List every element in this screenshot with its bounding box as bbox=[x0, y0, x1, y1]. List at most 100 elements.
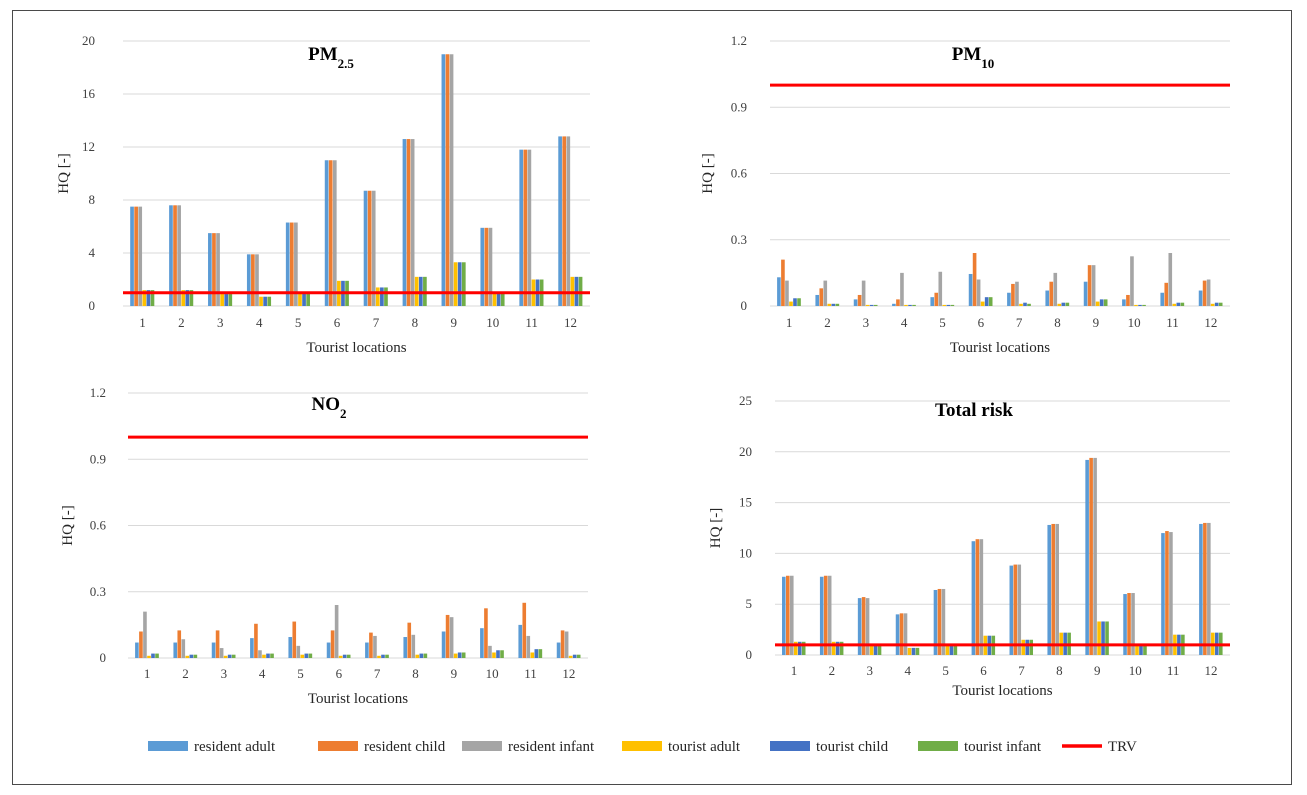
bar-tourist-child bbox=[797, 641, 802, 655]
bar-resident-infant bbox=[143, 611, 147, 659]
y-tick-label: 0.9 bbox=[731, 99, 747, 114]
bar-tourist-infant bbox=[988, 297, 993, 306]
bar-resident-child bbox=[781, 259, 785, 307]
bar-tourist-child bbox=[1025, 639, 1030, 655]
bar-resident-child bbox=[522, 602, 527, 658]
bar-resident-infant bbox=[411, 634, 416, 658]
bar-resident-child bbox=[1202, 280, 1207, 306]
bar-resident-infant bbox=[1130, 256, 1134, 306]
bar-resident-adult bbox=[777, 277, 781, 306]
bar-tourist-infant bbox=[1027, 303, 1031, 306]
bar-tourist-child bbox=[869, 304, 874, 306]
x-tick-label: 9 bbox=[1093, 315, 1100, 330]
bar-resident-adult bbox=[519, 149, 524, 306]
bar-resident-child bbox=[972, 253, 977, 306]
panel-title-subscript: 10 bbox=[981, 56, 994, 71]
bar-tourist-child bbox=[189, 654, 194, 658]
bar-resident-adult bbox=[169, 205, 173, 306]
bar-resident-infant bbox=[1093, 457, 1097, 655]
x-tick-label: 11 bbox=[525, 315, 538, 330]
x-tick-label: 12 bbox=[562, 666, 575, 681]
bar-tourist-child bbox=[1061, 302, 1066, 306]
bar-tourist-child bbox=[381, 654, 385, 658]
bar-tourist-child bbox=[1139, 644, 1143, 655]
bar-resident-child bbox=[254, 623, 258, 658]
x-tick-label: 1 bbox=[786, 315, 793, 330]
bar-resident-infant bbox=[1053, 272, 1058, 307]
bar-tourist-adult bbox=[1021, 639, 1026, 655]
x-tick-label: 4 bbox=[256, 315, 263, 330]
bar-resident-infant bbox=[334, 605, 339, 658]
bar-tourist-adult bbox=[1172, 303, 1177, 306]
bar-tourist-child bbox=[946, 304, 951, 306]
bar-resident-child bbox=[328, 160, 333, 306]
bar-tourist-child bbox=[1023, 302, 1027, 306]
bar-tourist-adult bbox=[147, 655, 151, 658]
bar-tourist-child bbox=[984, 297, 989, 306]
bar-resident-infant bbox=[449, 617, 454, 658]
bar-resident-infant bbox=[138, 206, 143, 307]
bar-resident-adult bbox=[326, 642, 331, 658]
bar-tourist-adult bbox=[869, 644, 874, 655]
bar-resident-adult bbox=[403, 637, 408, 658]
y-axis-label: HQ [-] bbox=[56, 153, 72, 193]
bar-tourist-infant bbox=[1143, 644, 1147, 655]
bar-tourist-child bbox=[457, 652, 462, 658]
bar-resident-child bbox=[819, 288, 824, 306]
bar-resident-infant bbox=[258, 650, 262, 658]
bar-resident-child bbox=[934, 292, 939, 306]
x-axis-label: Tourist locations bbox=[308, 691, 408, 707]
bar-tourist-child bbox=[1214, 302, 1219, 306]
bar-resident-child bbox=[369, 632, 373, 658]
bar-tourist-infant bbox=[1029, 639, 1033, 655]
bar-resident-adult bbox=[211, 642, 216, 658]
bar-resident-child bbox=[562, 136, 567, 306]
bar-resident-adult bbox=[246, 254, 251, 306]
y-tick-label: 0 bbox=[100, 650, 107, 665]
x-tick-label: 9 bbox=[451, 666, 458, 681]
y-tick-label: 0 bbox=[741, 298, 748, 313]
bar-tourist-infant bbox=[835, 303, 840, 306]
bar-tourist-adult bbox=[185, 655, 190, 658]
bar-tourist-adult bbox=[793, 641, 798, 655]
bar-resident-infant bbox=[979, 539, 984, 655]
bar-resident-infant bbox=[181, 639, 186, 658]
bar-resident-adult bbox=[558, 136, 562, 306]
bar-tourist-child bbox=[831, 303, 836, 306]
legend-label: TRV bbox=[1108, 739, 1137, 755]
bar-resident-child bbox=[445, 54, 450, 306]
bar-resident-child bbox=[134, 206, 138, 307]
bar-tourist-child bbox=[1138, 304, 1142, 306]
bar-tourist-child bbox=[342, 654, 347, 658]
bar-resident-child bbox=[1089, 457, 1093, 655]
bar-tourist-adult bbox=[1095, 301, 1100, 306]
bar-resident-infant bbox=[410, 139, 415, 306]
bar-resident-child bbox=[857, 294, 862, 306]
legend-swatch bbox=[622, 741, 662, 751]
bar-tourist-adult bbox=[338, 655, 343, 658]
legend-label: resident adult bbox=[194, 739, 276, 755]
bar-tourist-adult bbox=[789, 301, 793, 306]
bar-resident-adult bbox=[363, 190, 368, 306]
panel-title: PM10 bbox=[952, 44, 995, 71]
bar-resident-adult bbox=[815, 294, 820, 306]
bar-resident-adult bbox=[892, 303, 896, 306]
bar-tourist-infant bbox=[306, 292, 310, 306]
bar-resident-child bbox=[484, 608, 488, 658]
bar-resident-infant bbox=[976, 279, 981, 306]
bar-resident-adult bbox=[1045, 290, 1050, 306]
bar-resident-infant bbox=[219, 648, 224, 658]
y-tick-label: 15 bbox=[739, 495, 752, 510]
bar-tourist-adult bbox=[298, 292, 302, 306]
bar-resident-child bbox=[896, 299, 900, 307]
bar-tourist-adult bbox=[831, 641, 836, 655]
bar-resident-infant bbox=[1207, 522, 1211, 655]
bar-tourist-adult bbox=[980, 301, 985, 306]
x-tick-label: 8 bbox=[412, 315, 419, 330]
bar-resident-adult bbox=[402, 139, 407, 306]
bar-tourist-adult bbox=[415, 654, 420, 658]
bar-tourist-infant bbox=[873, 304, 878, 306]
bar-tourist-adult bbox=[453, 653, 458, 658]
